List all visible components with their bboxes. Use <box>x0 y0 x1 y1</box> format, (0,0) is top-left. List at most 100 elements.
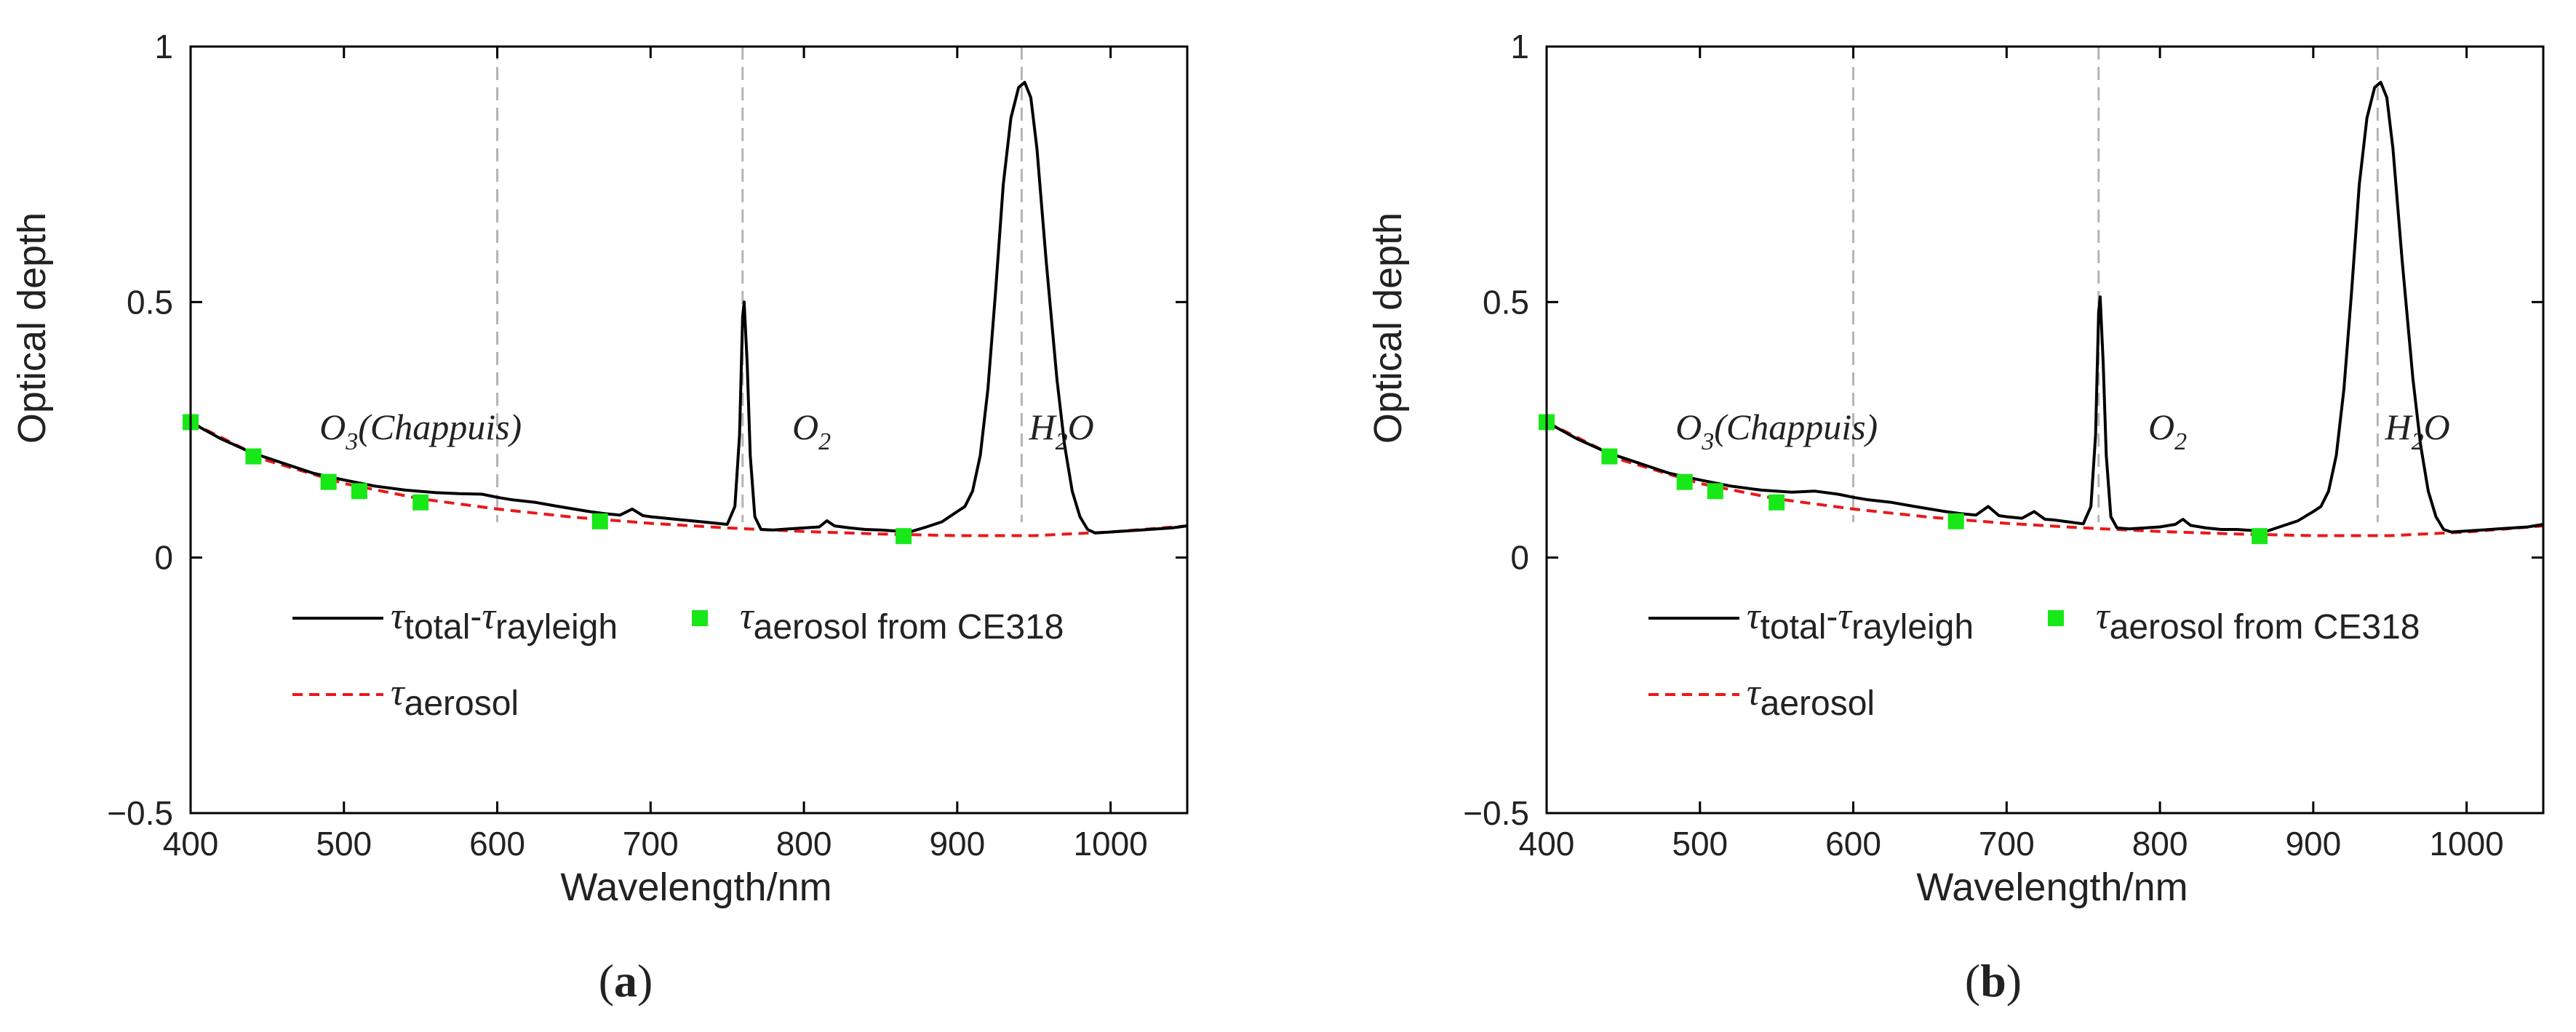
ce318-marker <box>591 513 608 529</box>
x-tick-label: 600 <box>1825 825 1881 863</box>
x-tick-label: 800 <box>776 825 832 863</box>
annotation-rest: O <box>1068 407 1094 447</box>
y-tick-label: −0.5 <box>1463 794 1529 832</box>
x-tick-label: 400 <box>163 825 219 863</box>
x-tick-label: 600 <box>469 825 525 863</box>
panel-paren: ( <box>599 955 614 1007</box>
band-annotation: O2 <box>2148 407 2187 455</box>
legend-sub: total <box>404 608 471 647</box>
annotation-main: O <box>792 407 818 447</box>
ce318-marker <box>1601 448 1618 465</box>
annotation-rest: O <box>2424 407 2450 447</box>
ce318-marker <box>1768 494 1785 511</box>
annotation-sub: 2 <box>818 428 831 455</box>
legend-ce318-label: τaerosol from CE318 <box>740 596 1064 647</box>
annotation-sub: 3 <box>1701 428 1714 455</box>
x-tick-label: 1000 <box>2429 825 2503 863</box>
legend-tau: τ <box>2096 596 2111 637</box>
annotation-sub: 2 <box>1056 428 1068 455</box>
legend-dash: - <box>1826 598 1838 636</box>
legend-ce318-swatch <box>2048 610 2064 626</box>
y-tick-label: 1 <box>154 28 173 65</box>
ce318-marker <box>1707 483 1723 500</box>
series-aerosol-line <box>1546 420 2544 537</box>
annotation-main: O <box>2148 407 2174 447</box>
legend-aerosol-label: τaerosol <box>1747 672 1875 723</box>
annotation-rest: (Chappuis) <box>358 407 522 447</box>
annotation-sub: 2 <box>2174 428 2187 455</box>
legend-sub: rayleigh <box>495 608 618 647</box>
chart-panel-a: 400 500 600 700 800 900 1000 −0.5 0 0.5 1 Wavelengt… <box>10 28 1189 1007</box>
x-tick-label: 700 <box>1979 825 2035 863</box>
band-annotation: H2O <box>2385 407 2450 455</box>
ce318-marker <box>320 473 337 490</box>
x-tick-label: 900 <box>2285 825 2341 863</box>
legend-tau: τ <box>740 596 755 637</box>
series-total-line <box>190 81 1188 535</box>
legend-tau: τ <box>391 672 406 713</box>
annotation-sub: 3 <box>345 428 358 455</box>
axes-frame <box>189 45 1189 815</box>
panel-letter: b <box>1980 955 2006 1007</box>
y-tick-label: −0.5 <box>107 794 173 832</box>
axes-frame <box>1545 45 2545 815</box>
y-tick-label: 1 <box>1510 28 1529 65</box>
ce318-marker <box>2252 528 2268 545</box>
legend-tau: τ <box>482 596 497 637</box>
ce318-marker <box>245 448 262 465</box>
legend-tau: τ <box>1747 672 1762 713</box>
x-tick-label: 900 <box>929 825 985 863</box>
legend-tau: τ <box>1838 596 1853 637</box>
panel-letter: a <box>614 955 637 1007</box>
y-tick-label: 0.5 <box>1483 283 1529 321</box>
y-axis-label: Optical depth <box>1366 212 1410 444</box>
panel-paren: ) <box>637 955 653 1007</box>
series-aerosol-line <box>190 420 1188 537</box>
x-tick-label: 500 <box>316 825 372 863</box>
band-annotation: O3(Chappuis) <box>1675 407 1878 455</box>
panel-paren: ) <box>2006 955 2022 1007</box>
legend-sub: rayleigh <box>1851 608 1974 647</box>
ce318-marker <box>1676 473 1693 490</box>
legend-tau: τ <box>391 596 406 637</box>
legend-dash: - <box>470 598 482 636</box>
annotation-main: O <box>319 407 346 447</box>
legend-sub: aerosol <box>1760 684 1875 723</box>
band-annotation: H2O <box>1029 407 1094 455</box>
legend-total-label: τtotal-τrayleigh <box>391 596 618 647</box>
panel-label: (a) <box>599 955 653 1007</box>
legend-sub: aerosol <box>404 684 519 723</box>
annotation-rest: (Chappuis) <box>1714 407 1878 447</box>
y-tick-label: 0 <box>1510 539 1529 577</box>
panel-paren: ( <box>1965 955 1980 1007</box>
annotation-sub: 2 <box>2412 428 2424 455</box>
x-tick-label: 800 <box>2132 825 2188 863</box>
legend-sub: aerosol from CE318 <box>2110 608 2420 647</box>
panel-label: (b) <box>1965 955 2022 1007</box>
annotation-main: H <box>1029 407 1058 447</box>
chart-panel-b: 400 500 600 700 800 900 1000 −0.5 0 0.5 1 Wavelengt… <box>1366 28 2545 1007</box>
x-tick-label: 1000 <box>1073 825 1147 863</box>
annotation-main: H <box>2385 407 2414 447</box>
legend-ce318-swatch <box>692 610 708 626</box>
ce318-marker <box>896 528 912 545</box>
x-tick-label: 500 <box>1672 825 1728 863</box>
series-total-line <box>1546 81 2544 534</box>
y-tick-label: 0 <box>154 539 173 577</box>
band-annotation: O3(Chappuis) <box>319 407 522 455</box>
x-tick-label: 400 <box>1519 825 1575 863</box>
y-tick-label: 0.5 <box>127 283 173 321</box>
annotation-main: O <box>1675 407 1702 447</box>
y-axis-label: Optical depth <box>10 212 54 444</box>
ce318-marker <box>412 494 429 511</box>
x-tick-label: 700 <box>623 825 679 863</box>
x-axis-label: Wavelength/nm <box>560 865 832 909</box>
legend-sub: aerosol from CE318 <box>754 608 1064 647</box>
band-annotation: O2 <box>792 407 831 455</box>
legend-total-label: τtotal-τrayleigh <box>1747 596 1974 647</box>
legend-tau: τ <box>1747 596 1762 637</box>
